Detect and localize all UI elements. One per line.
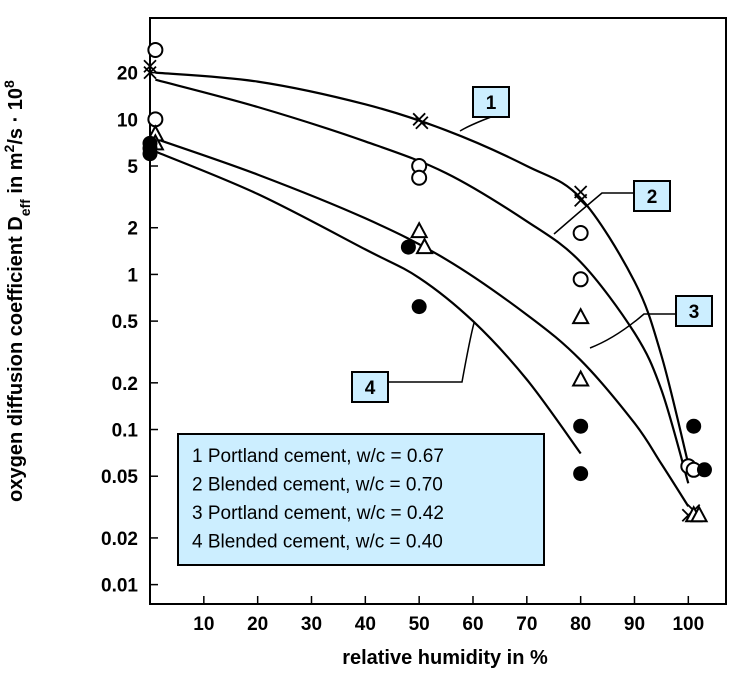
legend: 1 Portland cement, w/c = 0.67 2 Blended c… xyxy=(177,433,545,566)
x-tick-label: 20 xyxy=(247,614,268,635)
y-label-exponent: 8 xyxy=(1,80,17,88)
x-tick-label: 30 xyxy=(301,614,322,635)
series-1-curve xyxy=(155,71,690,465)
series-4-point xyxy=(411,299,427,315)
series-2-point xyxy=(572,271,589,288)
cross-stroke xyxy=(415,116,429,130)
series-2-curve xyxy=(155,78,690,484)
series-1-point xyxy=(574,193,588,208)
legend-box xyxy=(177,433,545,566)
series-4-point xyxy=(696,462,712,478)
callout-2-box xyxy=(633,180,671,212)
callout-1-box xyxy=(472,86,510,118)
series-4-point xyxy=(573,466,589,482)
series-3-point xyxy=(415,236,434,255)
callout-2-label: 2 xyxy=(647,187,658,208)
series-1-point xyxy=(415,116,429,130)
x-tick-label: 50 xyxy=(409,614,430,635)
y-tick-label: 0.1 xyxy=(112,421,139,442)
series-4-point xyxy=(573,418,589,434)
y-tick-label: 5 xyxy=(127,157,138,178)
series-2-point xyxy=(147,111,164,128)
y-tick-label: 0.02 xyxy=(101,529,138,550)
plot-frame xyxy=(149,17,727,605)
series-4-point xyxy=(686,418,702,434)
callout-3-leader xyxy=(589,313,676,349)
legend-entry: 3 Portland cement, w/c = 0.42 xyxy=(192,503,444,524)
series-3-point xyxy=(571,307,590,325)
y-tick-label: 0.01 xyxy=(101,576,138,597)
x-tick-label: 100 xyxy=(672,614,704,635)
x-tick-label: 80 xyxy=(570,614,591,635)
y-tick-label: 1 xyxy=(127,265,138,286)
series-4-point xyxy=(142,146,158,162)
y-tick-label: 0.05 xyxy=(101,467,138,488)
cross-stroke xyxy=(574,193,588,208)
callout-3-label: 3 xyxy=(689,302,700,323)
y-label-superscript: 2 xyxy=(1,144,17,152)
cross-stroke xyxy=(143,65,157,80)
y-label-subscript: eff xyxy=(17,199,33,216)
x-axis-title: relative humidity in % xyxy=(342,647,548,669)
callout-4-box xyxy=(351,371,389,403)
x-tick-label: 90 xyxy=(624,614,645,635)
y-tick-label: 0.5 xyxy=(112,312,139,333)
series-2-point xyxy=(572,224,589,241)
legend-entry: 4 Blended cement, w/c = 0.40 xyxy=(192,532,443,553)
y-axis-label: oxygen diffusion coefficient Deff in m2/… xyxy=(1,80,33,502)
legend-entry: 1 Portland cement, w/c = 0.67 xyxy=(192,446,444,467)
callout-4-leader xyxy=(388,322,475,383)
series-3-curve xyxy=(155,137,690,507)
series-4-curve xyxy=(154,150,582,455)
y-tick-label: 10 xyxy=(117,110,138,131)
series-3-point xyxy=(409,221,429,239)
y-label-unit: in m xyxy=(5,152,27,199)
series-1-point xyxy=(143,65,157,80)
series-4-point xyxy=(400,239,416,255)
y-label-main: oxygen diffusion coefficient D xyxy=(5,216,27,502)
y-tick-label: 0.2 xyxy=(112,374,138,395)
callout-4-label: 4 xyxy=(365,378,376,399)
callout-3-box xyxy=(675,295,713,327)
y-tick-label: 2 xyxy=(127,219,138,240)
cross-stroke xyxy=(143,59,157,73)
x-tick-label: 10 xyxy=(193,614,214,635)
x-tick-label: 40 xyxy=(355,614,376,635)
series-3-point xyxy=(571,369,590,387)
y-axis-title: oxygen diffusion coefficient Deff in m2/… xyxy=(1,80,33,502)
x-tick-label: 70 xyxy=(516,614,537,635)
plot-area: 10 20 30 40 50 60 70 80 90 100 20 10 5 2 1 0.5 0.2 0.1 0.0… xyxy=(101,17,727,635)
series-2-point xyxy=(147,41,164,58)
series-2-point xyxy=(411,169,428,186)
callout-1-label: 1 xyxy=(486,93,497,114)
legend-entry: 2 Blended cement, w/c = 0.70 xyxy=(192,475,443,496)
series-1-point xyxy=(143,59,157,73)
y-tick-label: 20 xyxy=(117,64,138,85)
y-label-unit-rest: /s · 10 xyxy=(5,88,27,145)
x-tick-label: 60 xyxy=(462,614,483,635)
callout-2-leader xyxy=(553,192,634,235)
series-3-point xyxy=(689,505,709,523)
